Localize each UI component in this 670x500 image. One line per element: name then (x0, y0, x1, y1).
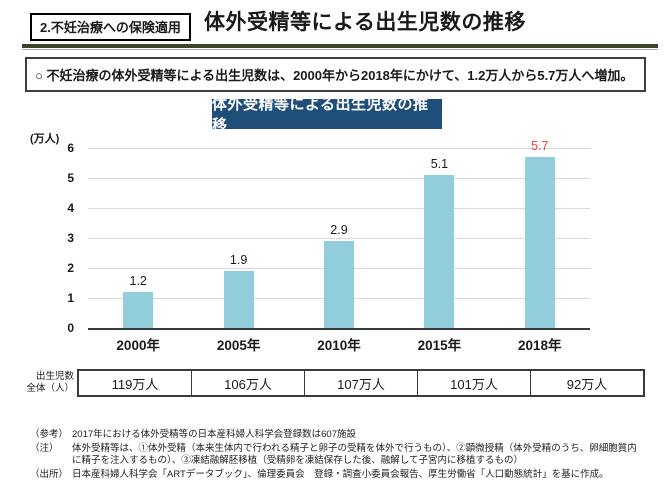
summary-text: ○ 不妊治療の体外受精等による出生児数は、2000年から2018年にかけて、1.… (35, 68, 634, 83)
chart-title-box: 体外受精等による出生児数の推移 (212, 96, 442, 134)
gridline (88, 148, 590, 149)
y-axis: 0 1 2 3 4 5 6 (56, 141, 82, 335)
footnote: （出所） 日本産科婦人科学会「ARTデータブック」、倫理委員会 登録・調査小委員会… (30, 469, 646, 482)
bar (223, 271, 254, 328)
footnote-text: 2017年における体外受精等の日本産科婦人科学会登録数は607施設 (72, 429, 356, 440)
x-tick-label: 2010年 (317, 338, 361, 353)
bar-value-label: 1.2 (129, 274, 147, 288)
summary-box: ○ 不妊治療の体外受精等による出生児数は、2000年から2018年にかけて、1.… (25, 57, 646, 92)
y-tick-label: 0 (67, 321, 74, 335)
bar-value-label: 5.7 (531, 139, 549, 153)
page-title: 体外受精等による出生児数の推移 (204, 11, 526, 34)
header-rule (22, 44, 658, 50)
header-rule-line (22, 44, 658, 48)
section-badge: 2.不妊治療への保険適用 (30, 13, 191, 41)
footnote-prefix: （参考） (30, 429, 69, 440)
y-axis-unit-label: (万人) (30, 133, 60, 145)
plot-area: 1.2 1.9 2.9 5.1 5.7 (88, 139, 590, 330)
x-tick-label: 2018年 (518, 338, 562, 353)
x-tick-label: 2000年 (116, 338, 160, 353)
y-tick-label: 5 (67, 171, 74, 185)
x-tick-label: 2005年 (216, 338, 261, 353)
y-tick-label: 4 (67, 201, 74, 215)
table-row-label: 出生児数 全体（人） (18, 371, 74, 396)
x-tick-label: 2015年 (417, 338, 462, 353)
table-cell: 107万人 (304, 371, 417, 395)
bar (524, 157, 555, 328)
footnote-prefix: （注） (30, 442, 59, 454)
table-cell: 92万人 (530, 371, 643, 395)
gridline (88, 178, 590, 179)
chart-title: 体外受精等による出生児数の推移 (212, 96, 429, 134)
totals-table: 119万人 106万人 107万人 101万人 92万人 (77, 369, 645, 397)
gridline (88, 208, 590, 209)
y-tick-label: 2 (67, 261, 74, 275)
bar-value-label: 1.9 (229, 253, 248, 267)
footnote-text: 日本産科婦人科学会「ARTデータブック」、倫理委員会 登録・調査小委員会報告、厚… (72, 468, 609, 480)
table-cell: 119万人 (111, 376, 159, 392)
footnote: （注） 体外受精等は、①体外受精（本来生体内で行われる精子と卵子の受精を体外で行う… (30, 443, 646, 468)
bar (123, 292, 154, 328)
y-tick-label: 1 (67, 291, 74, 305)
x-axis: 2000年 2005年 2010年 2015年 2018年 (88, 334, 590, 354)
footnote: （参考） 2017年における体外受精等の日本産科婦人科学会登録数は607施設 (30, 429, 646, 442)
footnote-text: 体外受精等は、①体外受精（本来生体内で行われる精子と卵子の受精を体外で行うもの）… (72, 442, 637, 467)
bar-value-label: 2.9 (330, 223, 348, 237)
bar-value-label: 5.1 (430, 157, 449, 171)
table-row-label-line1: 出生児数 (35, 371, 74, 382)
footnotes: （参考） 2017年における体外受精等の日本産科婦人科学会登録数は607施設 （注）… (30, 429, 646, 482)
table-row-label-line2: 全体（人） (26, 383, 74, 395)
gridline (88, 238, 590, 239)
bar (324, 241, 354, 328)
bar (424, 175, 455, 328)
footnote-prefix: （出所） (30, 468, 69, 480)
y-tick-label: 6 (67, 141, 74, 155)
y-tick-label: 3 (67, 231, 74, 245)
header-rule-shadow (22, 49, 658, 50)
table-cell: 101万人 (417, 371, 530, 395)
table-cell: 106万人 (191, 371, 304, 395)
